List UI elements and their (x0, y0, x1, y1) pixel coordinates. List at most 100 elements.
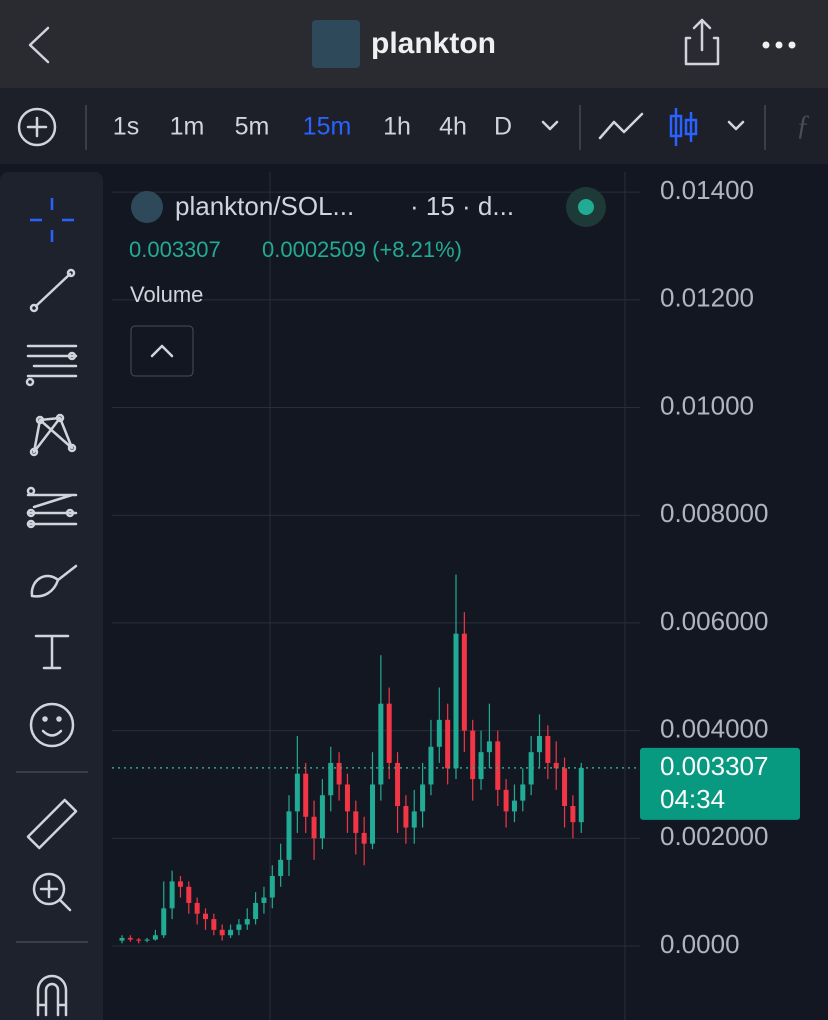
candle-body (578, 767, 584, 823)
indicator-button[interactable]: ƒ (796, 110, 810, 141)
y-tick-label: 0.008000 (660, 498, 768, 528)
candle-body (511, 800, 517, 812)
candle-body (545, 736, 551, 763)
add-button[interactable] (17, 107, 57, 147)
crosshair-tool[interactable] (30, 198, 74, 242)
interval[interactable]: D (494, 113, 512, 141)
collapse-icon (150, 344, 174, 358)
candle-body (236, 924, 242, 930)
back-button[interactable] (28, 26, 50, 64)
candle-body (495, 741, 501, 790)
candle-body (228, 929, 234, 936)
interval[interactable]: 1m (170, 113, 205, 141)
style-menu[interactable] (727, 120, 745, 131)
candle-body (211, 919, 217, 930)
candle-body (144, 939, 150, 941)
candle-body (286, 811, 292, 860)
chart-area (112, 172, 828, 1020)
candle-body (311, 816, 317, 839)
candle-body (562, 768, 568, 807)
more-button[interactable] (762, 41, 796, 49)
candle-body (319, 795, 325, 839)
header-bar (0, 0, 828, 88)
legend-change: 0.0002509 (+8.21%) (262, 237, 462, 262)
candle-body (278, 859, 284, 877)
candle-style[interactable] (669, 108, 698, 146)
candle-body (570, 806, 576, 823)
candle-body (294, 773, 300, 812)
price-tag-value: 0.003307 (660, 751, 768, 781)
interval[interactable]: 5m (235, 113, 270, 141)
interval[interactable]: 1s (113, 113, 139, 141)
candle-body (428, 746, 434, 785)
drawing-tools[interactable] (25, 268, 78, 1017)
candle-body (453, 633, 459, 769)
candle-body (436, 719, 442, 747)
legend-symbol: plankton/SOL... (175, 191, 354, 221)
candle-body (127, 937, 133, 940)
avatar (312, 20, 360, 68)
candle-body (169, 881, 175, 909)
candle-body (219, 929, 225, 936)
y-tick-label: 0.002000 (660, 821, 768, 851)
candle-body (328, 762, 334, 796)
candle-body (186, 886, 192, 903)
candle-body (520, 784, 526, 801)
candle-body (161, 908, 167, 936)
symbol-avatar (131, 191, 163, 223)
header-title: plankton (371, 27, 496, 60)
collapse-button[interactable] (130, 325, 194, 377)
candle-body (445, 719, 451, 769)
candle-body (344, 784, 350, 812)
candle-body (244, 919, 250, 925)
candle-body (152, 935, 158, 940)
interval[interactable]: 4h (439, 113, 467, 141)
candle-body (537, 736, 542, 753)
y-tick-label: 0.006000 (660, 606, 768, 636)
candle-body (478, 752, 484, 780)
legend-indicator: Volume (130, 282, 203, 307)
candle-body (177, 881, 183, 887)
candle-body (486, 741, 492, 753)
candle-body (119, 937, 125, 941)
candle-body (353, 811, 359, 833)
candle-body (386, 703, 392, 763)
candle-body (370, 784, 375, 844)
candle-body (378, 703, 384, 785)
legend-interval: · 15 · d... (410, 191, 514, 221)
y-tick-label: 0.01000 (660, 390, 754, 420)
tool-panel (0, 172, 103, 1020)
candle-body (411, 811, 417, 828)
price-tag (640, 747, 800, 820)
y-tick-label: 0.01400 (660, 175, 754, 205)
candle-body (136, 939, 142, 941)
candle-body (269, 876, 275, 898)
y-tick-label: 0.0000 (660, 929, 740, 959)
share-button[interactable] (684, 18, 720, 66)
candle-body (336, 762, 342, 785)
candle-body (461, 633, 467, 731)
candle-body (203, 913, 208, 920)
legend-price: 0.003307 (129, 237, 221, 262)
interval[interactable]: 15m (303, 113, 352, 141)
candle-body (261, 897, 267, 903)
interval-menu[interactable] (541, 120, 559, 131)
candle-body (420, 784, 426, 812)
y-tick-label: 0.004000 (660, 713, 768, 743)
candle-body (553, 762, 559, 769)
price-tag-countdown: 04:34 (660, 784, 725, 814)
candle-body (503, 789, 509, 812)
candle-body (528, 752, 534, 785)
candle-body (395, 762, 401, 807)
candle-body (470, 730, 476, 780)
line-style[interactable] (598, 112, 644, 140)
candle-body (303, 773, 309, 817)
candle-body (253, 902, 259, 920)
y-tick-label: 0.01200 (660, 283, 754, 313)
interval[interactable]: 1h (383, 113, 411, 141)
candle-body (194, 902, 200, 914)
candle-body (403, 806, 409, 828)
candle-body (361, 832, 367, 844)
